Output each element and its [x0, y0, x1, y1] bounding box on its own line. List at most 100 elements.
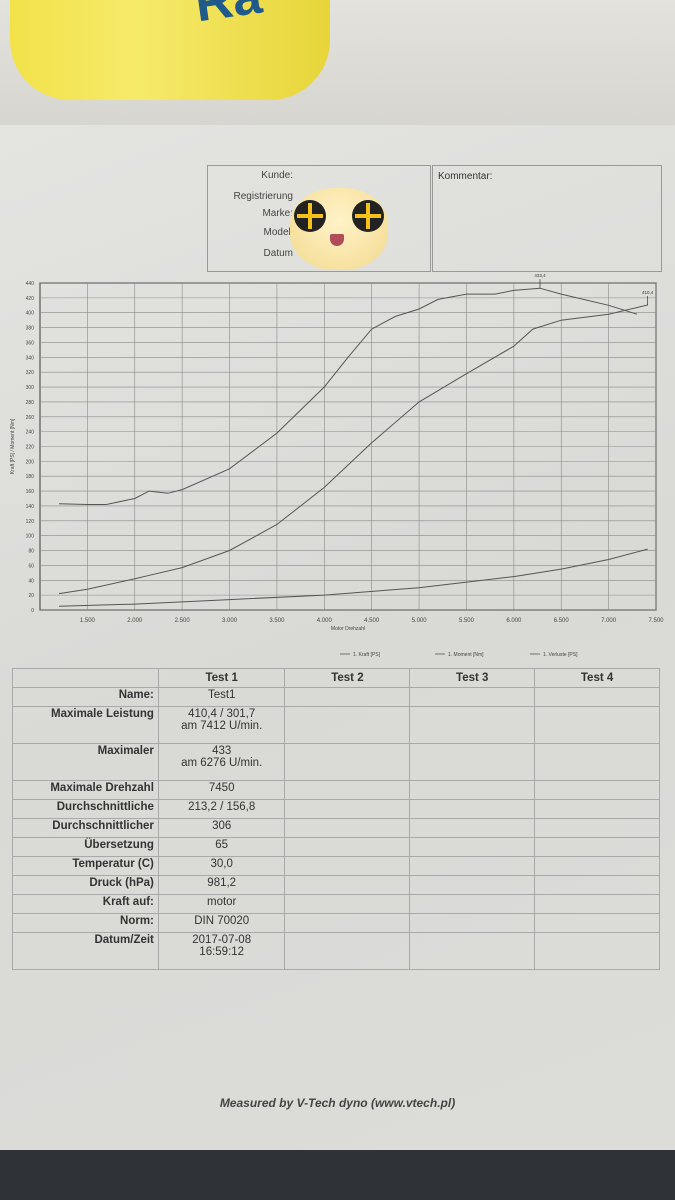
cell-value	[284, 856, 411, 876]
y-tick-label: 400	[26, 311, 35, 317]
cell-value: 2017-07-08 16:59:12	[157, 932, 286, 970]
vehicle-info-box: Kunde: Registrierung Marke: Modell Datum	[207, 165, 431, 272]
y-tick-label: 140	[26, 504, 35, 510]
cell-value: DIN 70020	[157, 913, 286, 933]
table-row: Temperatur (C) 30,0	[12, 856, 660, 876]
cell-value	[534, 780, 660, 800]
column-header-test-1: Test 1	[157, 668, 286, 688]
emoji-sticker	[290, 188, 388, 270]
table-row: Maximaler 433 am 6276 U/min.	[12, 743, 660, 781]
cell-value	[409, 706, 536, 744]
comment-box: Kommentar:	[432, 165, 662, 272]
star-eye-icon	[352, 200, 384, 232]
x-tick-label: 6.500	[554, 618, 570, 624]
cell-value	[284, 875, 411, 895]
y-axis-label: Kraft [PS] / Moment [Nm]	[10, 418, 16, 474]
field-label: Kunde:	[261, 170, 293, 181]
y-tick-label: 240	[26, 430, 35, 436]
cell-value: 306	[157, 818, 286, 838]
row-label: Durchschnittliche	[12, 799, 159, 819]
column-header-test-2: Test 2	[284, 668, 411, 688]
table-row: Durchschnittlicher 306	[12, 818, 660, 838]
x-tick-label: 5.000	[412, 618, 428, 624]
cell-value	[409, 818, 536, 838]
cell-value	[534, 856, 660, 876]
x-tick-label: 5.500	[459, 618, 475, 624]
cell-value	[534, 932, 660, 970]
x-tick-label: 6.000	[506, 618, 522, 624]
cell-value	[284, 913, 411, 933]
cell-value	[409, 913, 536, 933]
row-label: Norm:	[12, 913, 159, 933]
y-tick-label: 260	[26, 415, 35, 421]
legend-entry: 1. Kraft [PS]	[353, 652, 381, 658]
x-tick-label: 2.000	[127, 618, 143, 624]
cell-value	[409, 799, 536, 819]
x-tick-label: 3.500	[269, 618, 285, 624]
cell-value	[409, 837, 536, 857]
table-row: Maximale Drehzahl 7450	[12, 780, 660, 800]
field-label: Marke:	[262, 208, 293, 219]
field-label: Datum	[263, 248, 293, 259]
mouth-icon	[330, 234, 344, 246]
y-tick-label: 20	[28, 593, 34, 599]
cell-value: Test1	[157, 687, 286, 707]
y-tick-label: 160	[26, 489, 35, 495]
cell-value: 30,0	[157, 856, 286, 876]
cell-value: 433 am 6276 U/min.	[157, 743, 286, 781]
y-tick-label: 420	[26, 296, 35, 302]
cell-value	[409, 856, 536, 876]
x-tick-label: 3.000	[222, 618, 238, 624]
series-line-1	[58, 304, 648, 595]
logo: Ra	[191, 0, 266, 34]
cell-value	[409, 932, 536, 970]
table-row: Druck (hPa) 981,2	[12, 875, 660, 895]
corner-cell	[12, 668, 159, 688]
row-label: Maximale Leistung	[12, 706, 159, 744]
cell-value	[409, 894, 536, 914]
cell-value	[534, 687, 660, 707]
x-tick-label: 7.000	[601, 618, 617, 624]
cell-value	[534, 913, 660, 933]
cell-value	[284, 706, 411, 744]
table-row: Datum/Zeit 2017-07-08 16:59:12	[12, 932, 660, 970]
field-label: Modell	[263, 227, 293, 238]
y-tick-label: 220	[26, 445, 35, 451]
field-label: Registrierung	[233, 191, 293, 202]
x-tick-label: 2.500	[175, 618, 191, 624]
table-row: Übersetzung 65	[12, 837, 660, 857]
y-tick-label: 280	[26, 400, 35, 406]
y-tick-label: 200	[26, 459, 35, 465]
cell-value	[284, 894, 411, 914]
x-tick-label: 4.500	[364, 618, 380, 624]
cell-value	[534, 799, 660, 819]
legend-entry: 1. Verluste [PS]	[543, 652, 578, 658]
margarine-tub: Ra	[10, 0, 330, 100]
row-label: Maximale Drehzahl	[12, 780, 159, 800]
cell-value	[409, 780, 536, 800]
cell-value	[284, 687, 411, 707]
cell-value: motor	[157, 894, 286, 914]
cell-value: 981,2	[157, 875, 286, 895]
cell-value	[534, 837, 660, 857]
footer-credit: Measured by V-Tech dyno (www.vtech.pl)	[219, 1096, 456, 1110]
table-row: Norm: DIN 70020	[12, 913, 660, 933]
table-row: Name: Test1	[12, 687, 660, 707]
y-tick-label: 360	[26, 340, 35, 346]
comment-label: Kommentar:	[438, 171, 493, 182]
row-label: Übersetzung	[12, 837, 159, 857]
dyno-chart: 0 20 40 60 80 100 120 140 160 180 200 220 240 260 280 3…	[10, 273, 664, 658]
cell-value	[534, 894, 660, 914]
cell-value	[284, 837, 411, 857]
column-header-test-4: Test 4	[534, 668, 660, 688]
y-tick-label: 440	[26, 281, 35, 287]
cell-value	[409, 875, 536, 895]
row-label: Name:	[12, 687, 159, 707]
series-line-2	[58, 287, 638, 505]
x-tick-label: 7.500	[648, 618, 664, 624]
row-label: Maximaler	[12, 743, 159, 781]
row-label: Temperatur (C)	[12, 856, 159, 876]
cell-value	[284, 780, 411, 800]
x-axis-label: Motor Drehzahl	[331, 626, 365, 632]
y-tick-label: 320	[26, 370, 35, 376]
